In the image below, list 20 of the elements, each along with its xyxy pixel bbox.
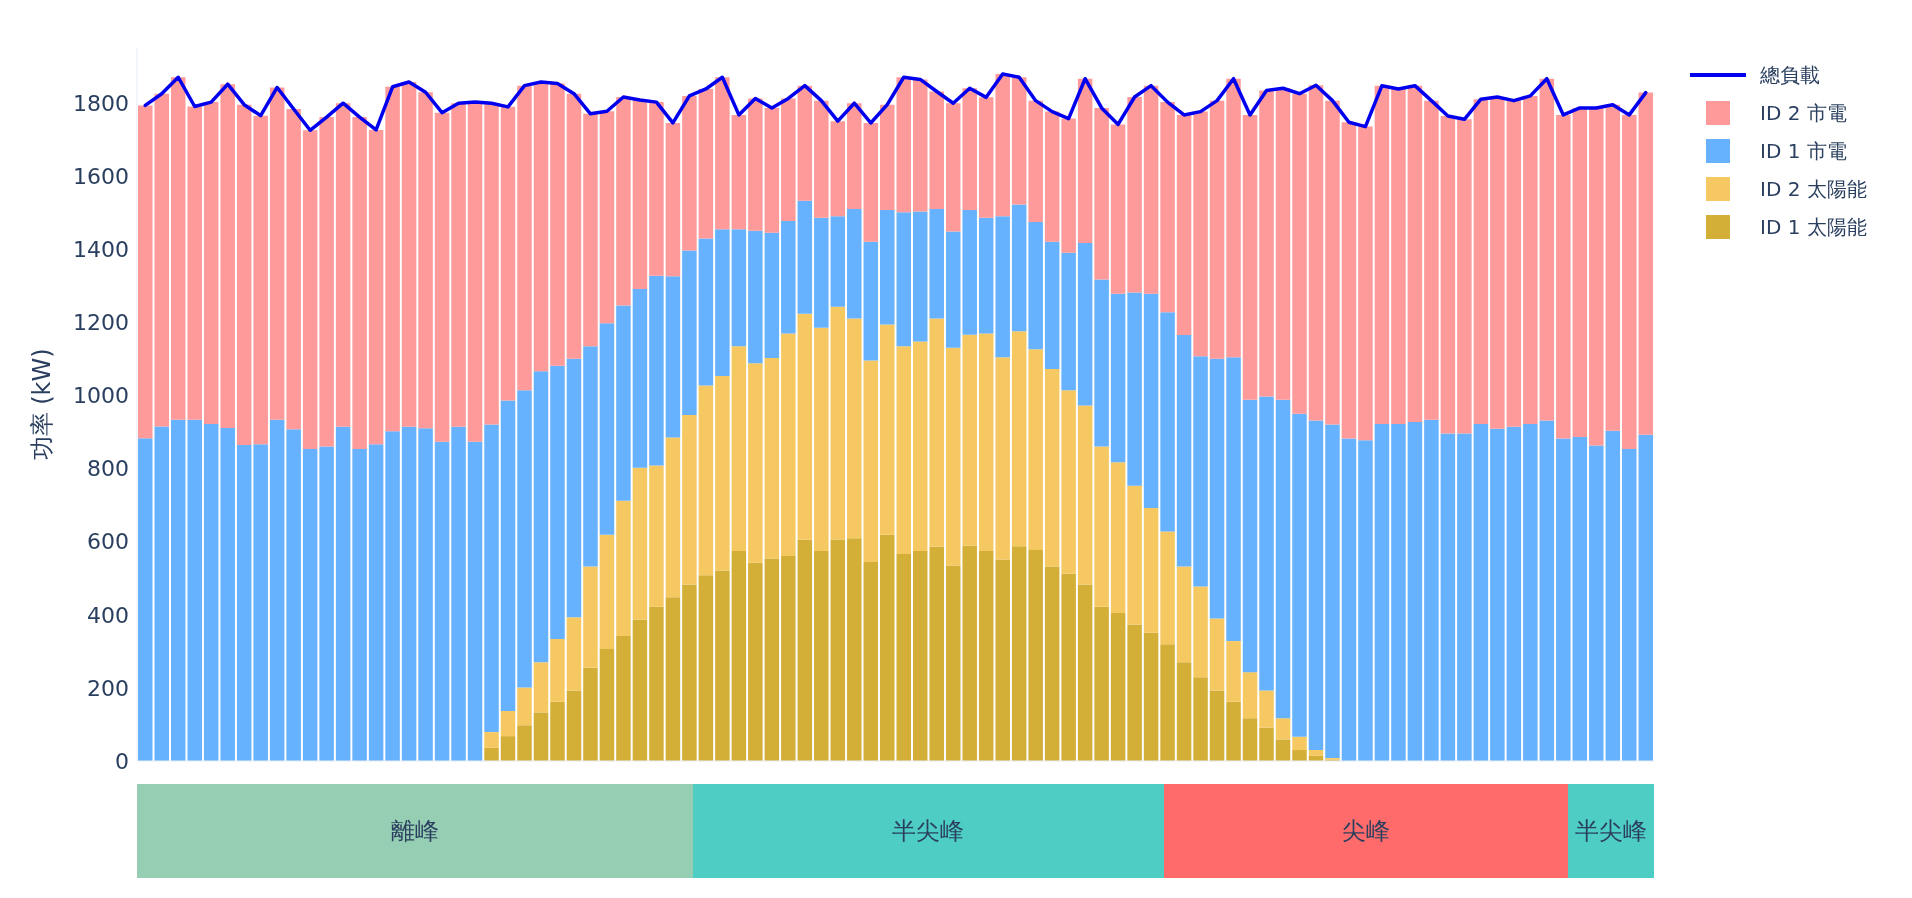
y-tick-label: 1800 — [73, 90, 129, 116]
y-tick-label: 1400 — [73, 236, 129, 262]
y-tick-label: 1000 — [73, 383, 129, 409]
legend-label: ID 2 市電 — [1760, 99, 1847, 127]
text: 離峰 — [390, 816, 439, 847]
y-tick-label: 0 — [115, 748, 129, 774]
y-tick-label: 400 — [87, 602, 129, 628]
y-tick-label: 600 — [87, 529, 129, 555]
legend-label: ID 1 市電 — [1760, 137, 1847, 165]
text: 半尖峰 — [892, 816, 965, 847]
legend-label: 總負載 — [1760, 61, 1820, 89]
text: 尖峰 — [1342, 816, 1391, 847]
legend-label: ID 2 太陽能 — [1760, 175, 1867, 203]
y-tick-label: 800 — [87, 456, 129, 482]
text: 半尖峰 — [1575, 816, 1648, 847]
y-axis-title: 功率 (kW) — [27, 348, 56, 461]
y-tick-label: 1200 — [73, 310, 129, 336]
legend-label: ID 1 太陽能 — [1760, 213, 1867, 241]
y-tick-label: 1600 — [73, 163, 129, 189]
y-tick-label: 200 — [87, 675, 129, 701]
